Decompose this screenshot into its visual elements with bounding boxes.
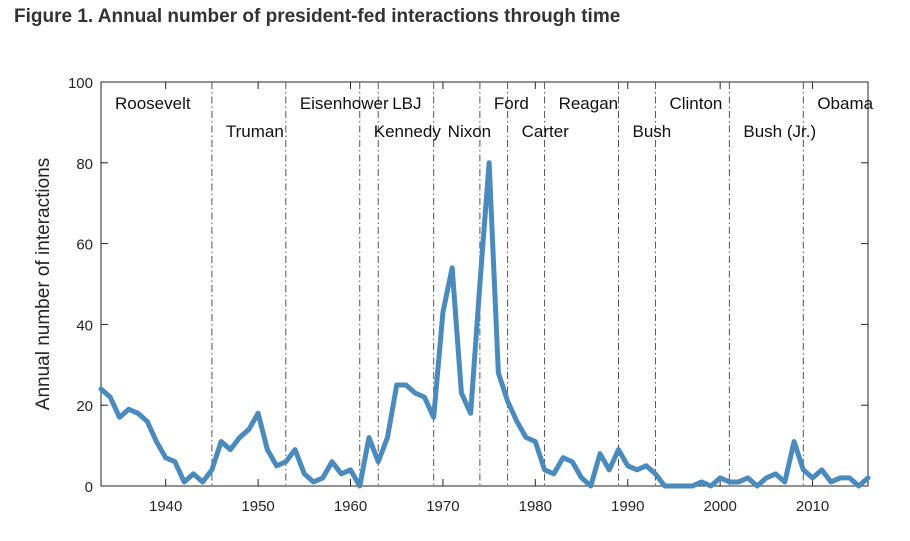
y-axis-label: Annual number of interactions [33, 158, 54, 410]
president-label: Truman [226, 122, 284, 141]
y-tick-label: 40 [76, 317, 93, 334]
x-tick-label: 1960 [334, 498, 367, 515]
x-tick-label: 2010 [796, 498, 829, 515]
y-tick-label: 20 [76, 398, 93, 415]
president-label: Obama [817, 94, 873, 113]
president-label: Reagan [559, 94, 619, 113]
president-label: Clinton [669, 94, 722, 113]
president-divider-lines [211, 82, 804, 486]
x-axis-ticks: 1940 1950 1960 1970 1980 1990 2000 2010 [149, 82, 829, 515]
president-label: LBJ [392, 94, 421, 113]
x-tick-label: 1980 [519, 498, 552, 515]
y-tick-label: 60 [76, 237, 93, 254]
president-label: Nixon [448, 122, 491, 141]
plot-area-frame [100, 81, 869, 487]
president-label: Ford [494, 94, 529, 113]
y-tick-label: 100 [68, 75, 93, 92]
x-tick-label: 2000 [703, 498, 736, 515]
president-label: Kennedy [374, 122, 442, 141]
president-labels: Roosevelt Truman Eisenhower Kennedy LBJ Nixon… [115, 94, 874, 141]
y-tick-label: 0 [85, 479, 93, 496]
president-label: Eisenhower [300, 94, 389, 113]
x-tick-label: 1950 [241, 498, 274, 515]
president-label: Roosevelt [115, 94, 191, 113]
x-tick-label: 1990 [611, 498, 644, 515]
x-tick-label: 1970 [426, 498, 459, 515]
y-axis-ticks: 0 20 40 60 80 100 [68, 75, 868, 496]
x-tick-label: 1940 [149, 498, 182, 515]
y-tick-label: 80 [76, 156, 93, 173]
president-label: Bush [632, 122, 671, 141]
figure-title: Figure 1. Annual number of president-fed… [14, 6, 621, 27]
series-line-interactions [98, 160, 871, 489]
president-label: Carter [522, 122, 570, 141]
president-label: Bush (Jr.) [743, 122, 816, 141]
